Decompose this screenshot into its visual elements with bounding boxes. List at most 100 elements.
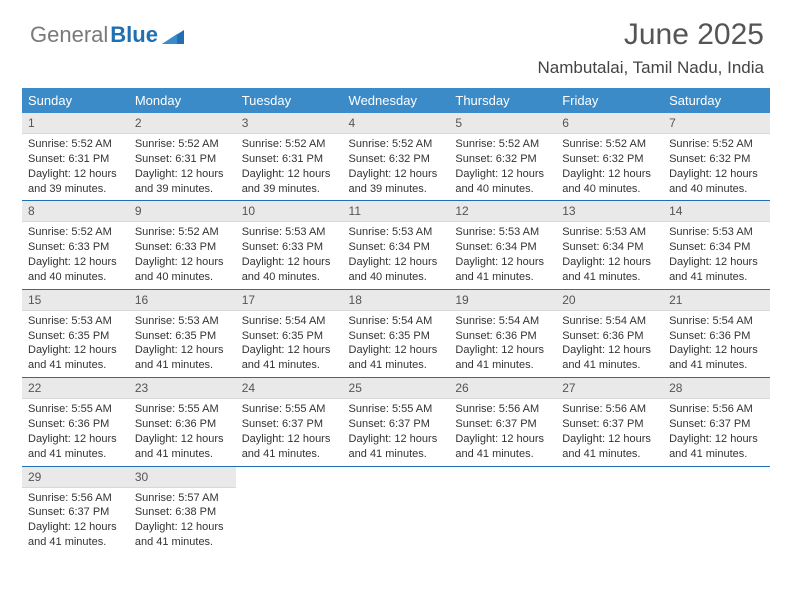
day-number: 8 [22,201,129,222]
day-details: Sunrise: 5:56 AMSunset: 6:37 PMDaylight:… [556,399,663,465]
day-details: Sunrise: 5:52 AMSunset: 6:31 PMDaylight:… [236,134,343,200]
calendar-week-row: 15Sunrise: 5:53 AMSunset: 6:35 PMDayligh… [22,289,770,377]
calendar-day-cell: 23Sunrise: 5:55 AMSunset: 6:36 PMDayligh… [129,378,236,466]
day-number: 22 [22,378,129,399]
weekday-header: Friday [556,88,663,113]
calendar-day-cell: 21Sunrise: 5:54 AMSunset: 6:36 PMDayligh… [663,289,770,377]
day-details: Sunrise: 5:56 AMSunset: 6:37 PMDaylight:… [663,399,770,465]
day-number: 15 [22,290,129,311]
day-details: Sunrise: 5:53 AMSunset: 6:35 PMDaylight:… [22,311,129,377]
day-number: 23 [129,378,236,399]
calendar-day-cell: 30Sunrise: 5:57 AMSunset: 6:38 PMDayligh… [129,466,236,554]
calendar-day-cell: 14Sunrise: 5:53 AMSunset: 6:34 PMDayligh… [663,201,770,289]
calendar-day-cell: 8Sunrise: 5:52 AMSunset: 6:33 PMDaylight… [22,201,129,289]
calendar-day-cell: 5Sunrise: 5:52 AMSunset: 6:32 PMDaylight… [449,113,556,201]
calendar-table: Sunday Monday Tuesday Wednesday Thursday… [22,88,770,554]
calendar-day-cell: 26Sunrise: 5:56 AMSunset: 6:37 PMDayligh… [449,378,556,466]
day-details: Sunrise: 5:56 AMSunset: 6:37 PMDaylight:… [22,488,129,554]
weekday-header: Monday [129,88,236,113]
day-details: Sunrise: 5:54 AMSunset: 6:36 PMDaylight:… [556,311,663,377]
calendar-day-cell: 11Sunrise: 5:53 AMSunset: 6:34 PMDayligh… [343,201,450,289]
calendar-day-cell: 22Sunrise: 5:55 AMSunset: 6:36 PMDayligh… [22,378,129,466]
day-number: 16 [129,290,236,311]
calendar-day-cell: 17Sunrise: 5:54 AMSunset: 6:35 PMDayligh… [236,289,343,377]
calendar-day-cell: 10Sunrise: 5:53 AMSunset: 6:33 PMDayligh… [236,201,343,289]
day-number: 18 [343,290,450,311]
day-details: Sunrise: 5:55 AMSunset: 6:36 PMDaylight:… [129,399,236,465]
day-number: 25 [343,378,450,399]
calendar-day-cell: .. [663,466,770,554]
brand-part1: General [30,22,108,48]
day-details: Sunrise: 5:53 AMSunset: 6:34 PMDaylight:… [343,222,450,288]
calendar-day-cell: 13Sunrise: 5:53 AMSunset: 6:34 PMDayligh… [556,201,663,289]
calendar-day-cell: 29Sunrise: 5:56 AMSunset: 6:37 PMDayligh… [22,466,129,554]
calendar-day-cell: 25Sunrise: 5:55 AMSunset: 6:37 PMDayligh… [343,378,450,466]
day-number: 6 [556,113,663,134]
calendar-week-row: 22Sunrise: 5:55 AMSunset: 6:36 PMDayligh… [22,378,770,466]
calendar-day-cell: .. [343,466,450,554]
day-details: Sunrise: 5:52 AMSunset: 6:31 PMDaylight:… [22,134,129,200]
day-details: Sunrise: 5:52 AMSunset: 6:32 PMDaylight:… [343,134,450,200]
day-number: 13 [556,201,663,222]
day-details: Sunrise: 5:54 AMSunset: 6:36 PMDaylight:… [663,311,770,377]
day-number: 10 [236,201,343,222]
day-details: Sunrise: 5:55 AMSunset: 6:37 PMDaylight:… [343,399,450,465]
day-details: Sunrise: 5:56 AMSunset: 6:37 PMDaylight:… [449,399,556,465]
day-details: Sunrise: 5:55 AMSunset: 6:36 PMDaylight:… [22,399,129,465]
calendar-day-cell: 12Sunrise: 5:53 AMSunset: 6:34 PMDayligh… [449,201,556,289]
day-number: 4 [343,113,450,134]
day-number: 9 [129,201,236,222]
day-number: 17 [236,290,343,311]
day-number: 30 [129,467,236,488]
calendar-day-cell: 20Sunrise: 5:54 AMSunset: 6:36 PMDayligh… [556,289,663,377]
calendar-day-cell: 24Sunrise: 5:55 AMSunset: 6:37 PMDayligh… [236,378,343,466]
calendar-day-cell: 3Sunrise: 5:52 AMSunset: 6:31 PMDaylight… [236,113,343,201]
day-details: Sunrise: 5:52 AMSunset: 6:32 PMDaylight:… [663,134,770,200]
calendar-day-cell: 1Sunrise: 5:52 AMSunset: 6:31 PMDaylight… [22,113,129,201]
page-title: June 2025 [624,18,764,52]
calendar-day-cell: 19Sunrise: 5:54 AMSunset: 6:36 PMDayligh… [449,289,556,377]
day-number: 26 [449,378,556,399]
weekday-header: Wednesday [343,88,450,113]
day-number: 1 [22,113,129,134]
calendar-day-cell: 27Sunrise: 5:56 AMSunset: 6:37 PMDayligh… [556,378,663,466]
calendar-week-row: 1Sunrise: 5:52 AMSunset: 6:31 PMDaylight… [22,113,770,201]
weekday-header: Thursday [449,88,556,113]
day-number: 5 [449,113,556,134]
calendar-day-cell: 6Sunrise: 5:52 AMSunset: 6:32 PMDaylight… [556,113,663,201]
day-details: Sunrise: 5:53 AMSunset: 6:34 PMDaylight:… [663,222,770,288]
day-details: Sunrise: 5:52 AMSunset: 6:33 PMDaylight:… [22,222,129,288]
day-number: 14 [663,201,770,222]
day-number: 24 [236,378,343,399]
calendar-day-cell: 4Sunrise: 5:52 AMSunset: 6:32 PMDaylight… [343,113,450,201]
day-details: Sunrise: 5:52 AMSunset: 6:31 PMDaylight:… [129,134,236,200]
day-number: 28 [663,378,770,399]
day-number: 11 [343,201,450,222]
calendar-day-cell: .. [556,466,663,554]
day-details: Sunrise: 5:57 AMSunset: 6:38 PMDaylight:… [129,488,236,554]
weekday-header-row: Sunday Monday Tuesday Wednesday Thursday… [22,88,770,113]
day-number: 20 [556,290,663,311]
day-number: 19 [449,290,556,311]
day-details: Sunrise: 5:55 AMSunset: 6:37 PMDaylight:… [236,399,343,465]
weekday-header: Tuesday [236,88,343,113]
day-details: Sunrise: 5:53 AMSunset: 6:34 PMDaylight:… [556,222,663,288]
weekday-header: Saturday [663,88,770,113]
calendar-day-cell: .. [236,466,343,554]
brand-part2: Blue [110,22,158,48]
day-number: 7 [663,113,770,134]
day-details: Sunrise: 5:54 AMSunset: 6:35 PMDaylight:… [236,311,343,377]
day-details: Sunrise: 5:54 AMSunset: 6:35 PMDaylight:… [343,311,450,377]
calendar-day-cell: 16Sunrise: 5:53 AMSunset: 6:35 PMDayligh… [129,289,236,377]
day-details: Sunrise: 5:53 AMSunset: 6:34 PMDaylight:… [449,222,556,288]
day-number: 12 [449,201,556,222]
calendar-week-row: 8Sunrise: 5:52 AMSunset: 6:33 PMDaylight… [22,201,770,289]
brand-logo: General Blue [30,22,184,48]
day-number: 27 [556,378,663,399]
day-details: Sunrise: 5:53 AMSunset: 6:35 PMDaylight:… [129,311,236,377]
day-details: Sunrise: 5:53 AMSunset: 6:33 PMDaylight:… [236,222,343,288]
day-number: 3 [236,113,343,134]
day-details: Sunrise: 5:52 AMSunset: 6:32 PMDaylight:… [449,134,556,200]
brand-triangle-icon [162,28,184,44]
weekday-header: Sunday [22,88,129,113]
